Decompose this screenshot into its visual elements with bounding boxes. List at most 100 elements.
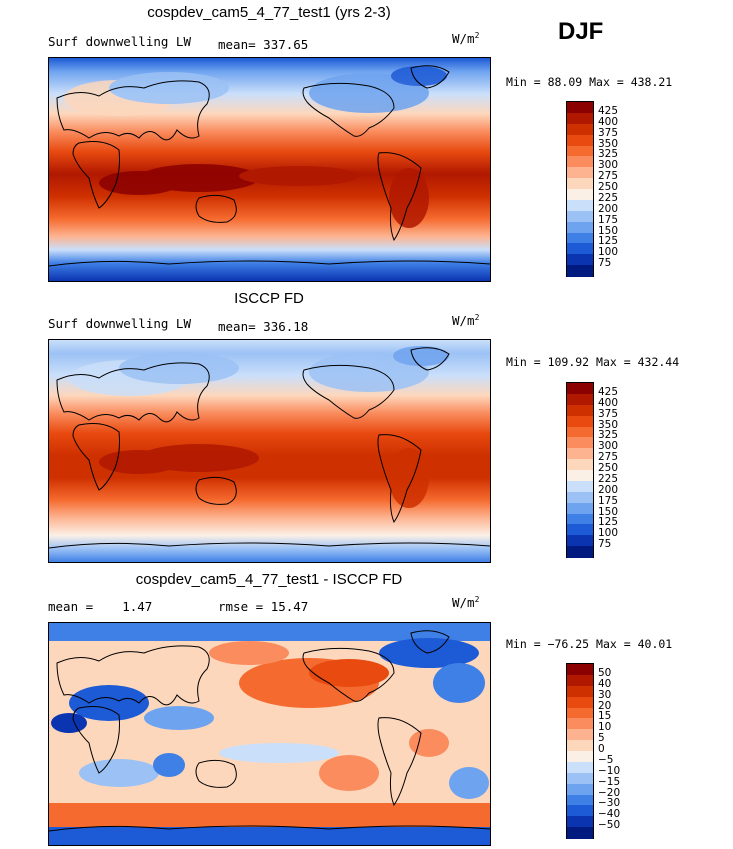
colorbar-swatch — [567, 265, 593, 277]
colorbar-swatch — [567, 502, 593, 514]
colorbar-swatch — [567, 707, 593, 719]
panel-3-units: W/m2 — [452, 595, 480, 611]
colorbar-swatch — [567, 729, 593, 741]
colorbar-label: 40 — [598, 677, 612, 690]
colorbar-label: 125 — [598, 235, 619, 248]
panel-3-min-label: Min = — [506, 637, 541, 651]
colorbar-label: 275 — [598, 170, 619, 183]
colorbar-swatch — [567, 740, 593, 752]
panel-1-map-svg — [49, 58, 490, 281]
colorbar-swatch — [567, 243, 593, 255]
panel-3-map-svg — [49, 623, 490, 845]
warm-pool-indian-ocean — [99, 171, 179, 195]
colorbar-swatch — [567, 404, 593, 417]
colorbar-label: 350 — [598, 418, 619, 431]
colorbar-label: 325 — [598, 429, 619, 442]
colorbar-label: 300 — [598, 159, 619, 172]
colorbar-label: 375 — [598, 126, 619, 139]
colorbar-swatch — [567, 674, 593, 687]
warm-pool-indian-ocean — [99, 450, 179, 474]
colorbar-swatch — [567, 112, 593, 125]
colorbar-label: −50 — [598, 819, 621, 832]
colorbar-swatch — [567, 513, 593, 525]
colorbar-label: 50 — [598, 666, 612, 679]
colorbar-swatch — [567, 232, 593, 244]
cold-zone-siberia — [109, 72, 229, 104]
panel-2-colorbar-labels: 425 400 375 350 325 300 275 250 225 200 175 150 125 1… — [598, 382, 658, 556]
panel-1-mean-value: 337.65 — [263, 37, 309, 52]
panel-1-mean: mean= 337.65 — [218, 37, 308, 52]
panel-2-map — [48, 339, 491, 563]
panel-1-coastlines — [49, 65, 490, 267]
colorbar-swatch — [567, 383, 593, 395]
panel-2-field-label: Surf downwelling LW — [48, 316, 191, 331]
colorbar-label: 400 — [598, 115, 619, 128]
colorbar-swatch — [567, 102, 593, 114]
panel-2-colorbar — [566, 382, 594, 558]
colorbar-label: 250 — [598, 462, 619, 474]
panel-2-mean-value: 336.18 — [263, 319, 309, 334]
colorbar-label: 30 — [598, 688, 612, 701]
colorbar-label: 100 — [598, 527, 619, 540]
cold-zone-greenland — [393, 346, 449, 366]
colorbar-label: −30 — [598, 797, 621, 810]
panel-1-colorbar — [566, 101, 594, 277]
colorbar-swatch — [567, 189, 593, 201]
colorbar-label: 400 — [598, 396, 619, 409]
colorbar-label: 175 — [598, 494, 619, 507]
panel-3-coastlines — [49, 630, 490, 832]
colorbar-label: 75 — [598, 538, 612, 551]
colorbar-swatch — [567, 535, 593, 547]
colorbar-swatch — [567, 480, 593, 493]
cold-zone-siberia — [119, 352, 239, 384]
panel-1-title: cospdev_cam5_4_77_test1 (yrs 2-3) — [147, 4, 391, 21]
colorbar-label: 325 — [598, 148, 619, 161]
cold-zone-greenland — [391, 66, 447, 86]
colorbar-label: 150 — [598, 224, 619, 237]
colorbar-swatch — [567, 772, 593, 785]
colorbar-swatch — [567, 718, 593, 730]
panel-3-minmax: Min = −76.25 Max = 40.01 — [506, 637, 672, 651]
panel-3-max-label: Max = — [596, 637, 631, 651]
colorbar-label: 425 — [598, 385, 619, 398]
colorbar-label: 5 — [598, 732, 605, 745]
panel-2-map-svg — [49, 340, 490, 562]
colorbar-label: 0 — [598, 743, 605, 755]
colorbar-swatch — [567, 393, 593, 406]
colorbar-swatch — [567, 415, 593, 427]
panel-3-min-value: −76.25 — [547, 637, 590, 651]
colorbar-swatch — [567, 696, 593, 708]
colorbar-swatch — [567, 167, 593, 179]
colorbar-label: −5 — [598, 753, 614, 766]
panel-2-title: ISCCP FD — [234, 290, 304, 307]
colorbar-swatch — [567, 199, 593, 212]
colorbar-label: 250 — [598, 181, 619, 193]
colorbar-label: 125 — [598, 516, 619, 529]
season-label: DJF — [558, 18, 604, 45]
panel-3-mean-value: 1.47 — [122, 599, 153, 614]
colorbar-label: 10 — [598, 721, 612, 734]
colorbar-swatch — [567, 664, 593, 676]
colorbar-swatch — [567, 210, 593, 223]
panel-1-max-label: Max = — [589, 75, 624, 89]
panel-1-min-label: Min = — [506, 75, 541, 89]
colorbar-label: 275 — [598, 451, 619, 464]
panel-3-mean: mean = 1.47 — [48, 599, 152, 614]
panel-1-minmax: Min = 88.09 Max = 438.21 — [506, 75, 672, 89]
panel-3-mean-label: mean = — [48, 599, 94, 614]
colorbar-swatch — [567, 805, 593, 817]
panel-1-max-value: 438.21 — [630, 75, 673, 89]
colorbar-label: −15 — [598, 775, 621, 788]
colorbar-label: 200 — [598, 483, 619, 496]
colorbar-swatch — [567, 761, 593, 774]
colorbar-swatch — [567, 437, 593, 449]
colorbar-label: 300 — [598, 440, 619, 453]
colorbar-swatch — [567, 221, 593, 233]
colorbar-label: 200 — [598, 202, 619, 215]
warm-zone-south-america — [389, 168, 429, 228]
colorbar-swatch — [567, 123, 593, 136]
colorbar-swatch — [567, 751, 593, 763]
colorbar-swatch — [567, 524, 593, 536]
panel-3-rmse-value: 15.47 — [270, 599, 309, 614]
panel-1-min-value: 88.09 — [547, 75, 583, 89]
